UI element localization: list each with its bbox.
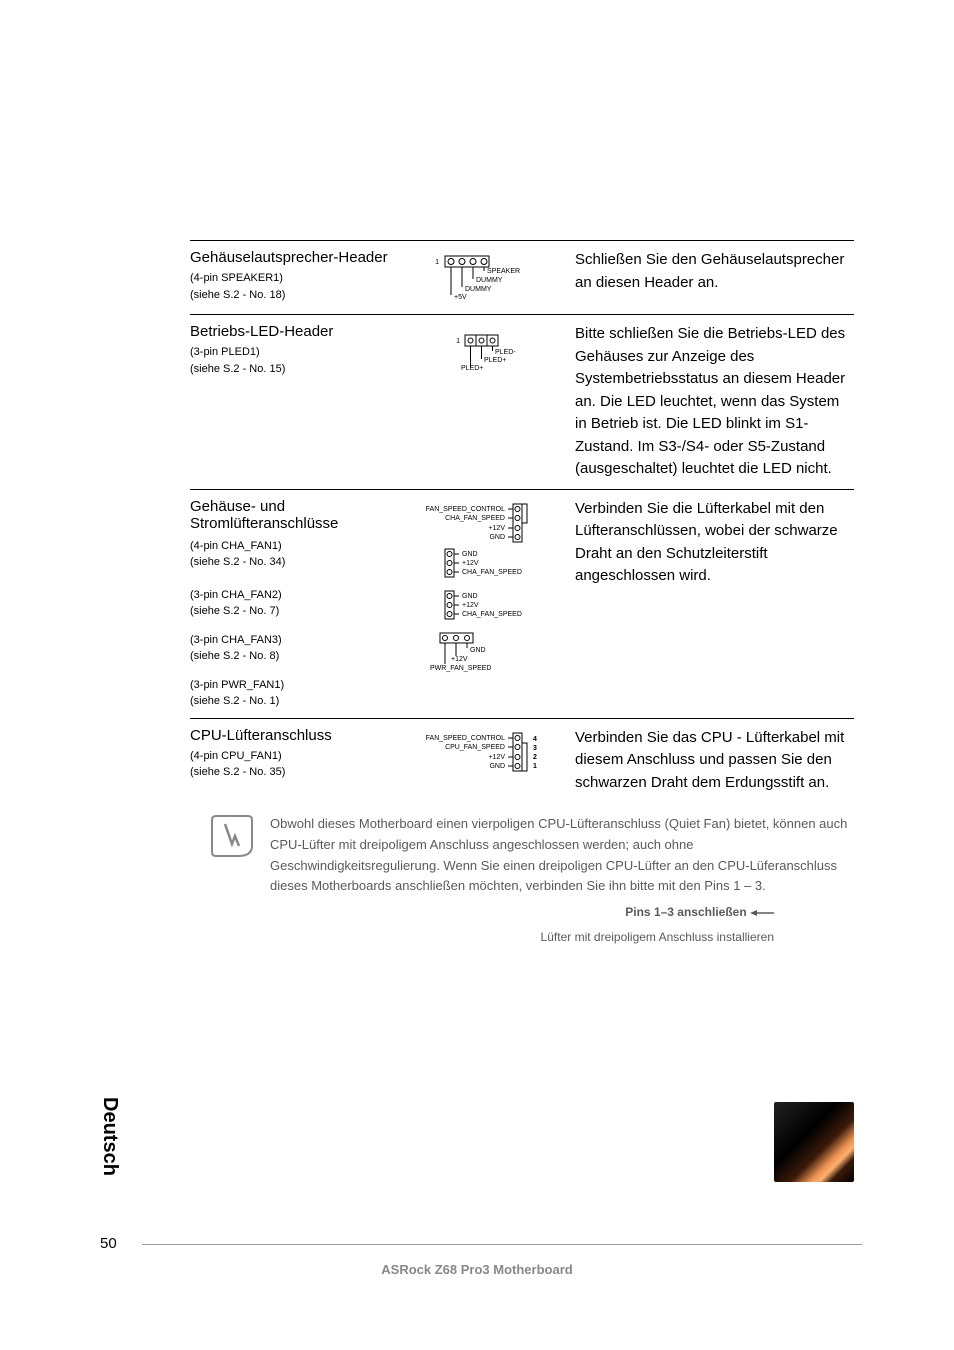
cpu-fan-body: Verbinden Sie das CPU - Lüfterkabel mit … [565,727,854,795]
cha-fan3-ref: (siehe S.2 - No. 8) [190,648,405,665]
pled-section: Betriebs-LED-Header (3-pin PLED1) (siehe… [190,314,854,489]
pled-pin: (3-pin PLED1) [190,344,405,361]
pled-body: Bitte schließen Sie die Betriebs-LED des… [565,323,854,481]
svg-text:DUMMY: DUMMY [476,277,503,284]
chassis-fan-body: Verbinden Sie die Lüfterkabel mit den Lü… [565,498,854,710]
speaker-diagram: 1 SPEAKER DUMMY DUMMY +5V [405,249,565,306]
speaker-left: Gehäuselautsprecher-Header (4-pin SPEAKE… [190,249,405,306]
warning-icon [190,814,270,948]
cha-fan3-pin: (3-pin CHA_FAN3) [190,632,405,649]
page-number: 50 [100,1235,117,1252]
speaker-body: Schließen Sie den Gehäuselautsprecher an… [565,249,854,306]
speaker-pin: (4-pin SPEAKER1) [190,270,405,287]
install-label: Lüfter mit dreipoligem Anschluss install… [270,928,854,947]
svg-text:SPEAKER: SPEAKER [487,268,520,275]
svg-text:GND: GND [462,593,478,600]
svg-text:+12V: +12V [462,560,479,567]
speaker-section: Gehäuselautsprecher-Header (4-pin SPEAKE… [190,240,854,314]
cha-fan1-ref: (siehe S.2 - No. 34) [190,554,405,571]
svg-text:DUMMY: DUMMY [465,286,492,293]
pled-ref: (siehe S.2 - No. 15) [190,361,405,378]
svg-text:PWR_FAN_SPEED: PWR_FAN_SPEED [430,665,491,672]
svg-text:CHA_FAN_SPEED: CHA_FAN_SPEED [462,611,522,618]
pled-diagram: 1 PLED- PLED+ PLED+ [405,323,565,481]
svg-text:CHA_FAN_SPEED: CHA_FAN_SPEED [445,515,505,522]
note-text: Obwohl dieses Motherboard einen vierpoli… [270,814,854,948]
cpu-fan-diagram: FAN_SPEED_CONTROL CPU_FAN_SPEED +12V GND… [405,727,565,795]
svg-text:1: 1 [435,259,439,266]
speaker-title: Gehäuselautsprecher-Header [190,249,405,266]
svg-text:GND: GND [489,534,505,541]
svg-text:PLED+: PLED+ [484,357,506,364]
cha-fan1-pin: (4-pin CHA_FAN1) [190,538,405,555]
svg-text:+12V: +12V [488,754,505,761]
svg-text:+12V: +12V [488,525,505,532]
chassis-fan-title: Gehäuse- und Stromlüfteranschlüsse [190,498,405,532]
svg-text:GND: GND [470,647,486,654]
svg-text:CHA_FAN_SPEED: CHA_FAN_SPEED [462,569,522,576]
cha-fan2-ref: (siehe S.2 - No. 7) [190,603,405,620]
fan-connector-photo [774,1102,854,1182]
cpu-fan-title: CPU-Lüfteranschluss [190,727,405,744]
cpu-fan-pin: (4-pin CPU_FAN1) [190,748,405,765]
cpu-fan-section: CPU-Lüfteranschluss (4-pin CPU_FAN1) (si… [190,718,854,803]
cpu-fan-left: CPU-Lüfteranschluss (4-pin CPU_FAN1) (si… [190,727,405,795]
svg-text:3: 3 [533,745,537,752]
svg-text:+12V: +12V [451,656,468,663]
language-sidebar: Deutsch [98,1097,121,1176]
pled-left: Betriebs-LED-Header (3-pin PLED1) (siehe… [190,323,405,481]
chassis-fan-left: Gehäuse- und Stromlüfteranschlüsse (4-pi… [190,498,405,710]
cpu-fan-ref: (siehe S.2 - No. 35) [190,764,405,781]
svg-text:FAN_SPEED_CONTROL: FAN_SPEED_CONTROL [426,506,505,513]
svg-text:PLED+: PLED+ [461,365,483,372]
chassis-fan-diagrams: FAN_SPEED_CONTROL CHA_FAN_SPEED +12V GND… [405,498,565,710]
svg-text:+5V: +5V [454,294,467,301]
pled-title: Betriebs-LED-Header [190,323,405,340]
svg-text:+12V: +12V [462,602,479,609]
svg-text:1: 1 [456,338,460,345]
note-section: Obwohl dieses Motherboard einen vierpoli… [190,802,854,948]
svg-text:2: 2 [533,754,537,761]
footer-text: ASRock Z68 Pro3 Motherboard [0,1262,954,1277]
svg-text:FAN_SPEED_CONTROL: FAN_SPEED_CONTROL [426,735,505,742]
cha-fan2-pin: (3-pin CHA_FAN2) [190,587,405,604]
svg-text:GND: GND [489,763,505,770]
svg-text:4: 4 [533,736,537,743]
svg-text:GND: GND [462,551,478,558]
connect-label: Pins 1–3 anschließen [270,903,854,922]
speaker-ref: (siehe S.2 - No. 18) [190,287,405,304]
svg-text:1: 1 [533,763,537,770]
pwr-fan1-ref: (siehe S.2 - No. 1) [190,693,405,710]
chassis-fan-section: Gehäuse- und Stromlüfteranschlüsse (4-pi… [190,489,854,718]
footer-line [142,1244,862,1245]
svg-text:CPU_FAN_SPEED: CPU_FAN_SPEED [445,744,505,751]
svg-text:PLED-: PLED- [495,349,516,356]
pwr-fan1-pin: (3-pin PWR_FAN1) [190,677,405,694]
